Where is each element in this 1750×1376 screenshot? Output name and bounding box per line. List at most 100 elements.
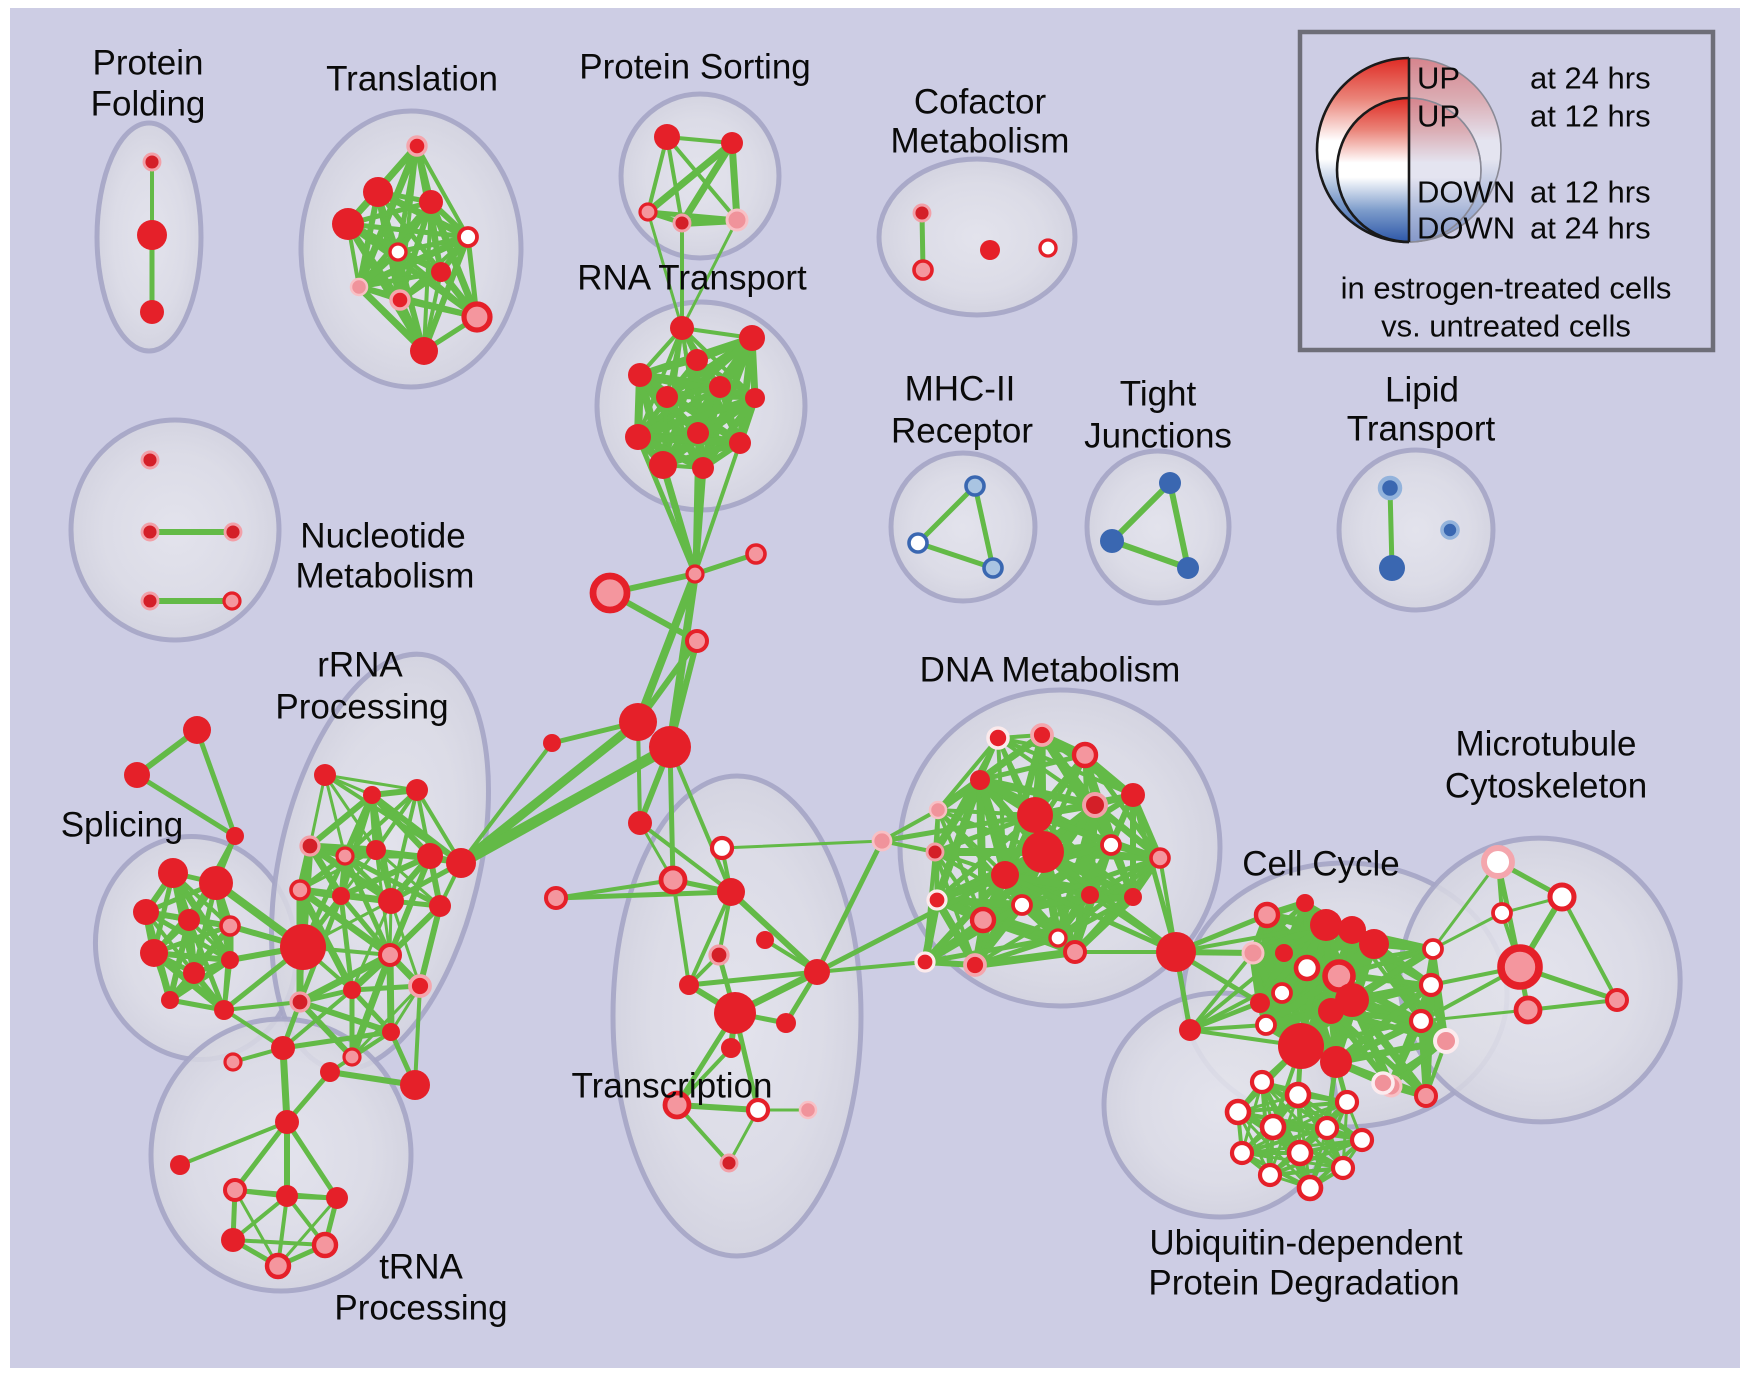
edge	[635, 434, 698, 577]
node-cc20-white-redring	[1418, 972, 1444, 998]
node-tj2-blue	[1100, 529, 1124, 553]
node-dn15-pink-redring	[969, 906, 997, 934]
node-t1-red-pinkring	[406, 135, 428, 157]
node-ov2-red	[271, 1036, 295, 1060]
edge	[1188, 1023, 1268, 1032]
node-cc19-white-redring	[1422, 938, 1444, 960]
node-tn6-red	[221, 1228, 245, 1252]
edge	[638, 821, 733, 894]
edge	[456, 717, 643, 868]
node-cc13-red	[1359, 929, 1389, 959]
node-ub7-white-redring	[1229, 1140, 1255, 1166]
cluster-protein-folding-label: Folding	[91, 85, 206, 124]
edge	[298, 848, 378, 892]
cluster-rrna-processing-label: Processing	[275, 688, 448, 727]
edge	[636, 371, 707, 472]
edge	[1332, 981, 1435, 1066]
edge	[915, 483, 978, 546]
legend-time-label: at 24 hrs	[1530, 61, 1651, 96]
node-ub8-white-redring	[1286, 1139, 1314, 1167]
node-ps1-red	[654, 124, 680, 150]
node-t11-red	[410, 337, 438, 365]
edge	[880, 808, 940, 843]
edge	[644, 139, 736, 216]
edge	[915, 540, 996, 571]
node-lt1-blue-lightring	[1377, 475, 1403, 501]
cluster-splicing-label: Splicing	[61, 806, 184, 845]
node-ps3-pink-redring	[638, 202, 658, 222]
node-cc11-red	[1310, 909, 1342, 941]
edge	[342, 853, 393, 958]
node-cc12-red	[1338, 916, 1366, 944]
node-pf1-dark-pinkring	[142, 152, 162, 172]
node-mh3-lightblue-bluering	[982, 557, 1004, 579]
legend: UP at 24 hrs UP at 12 hrs DOWN at 12 hrs DOWN a…	[1297, 29, 1716, 353]
node-dn16-red	[1081, 886, 1099, 904]
node-rr17-dark-pinkring	[289, 991, 311, 1013]
node-rr18-red	[382, 1023, 400, 1041]
node-s3-red	[133, 899, 159, 925]
legend-time-label: at 12 hrs	[1530, 99, 1651, 134]
edge	[232, 1119, 290, 1193]
node-rt3-red	[686, 349, 708, 371]
node-s4-red	[178, 909, 200, 931]
edge	[1018, 893, 1137, 909]
node-rt1-red	[670, 316, 694, 340]
node-dn6-pink	[928, 800, 948, 820]
edge	[671, 878, 691, 987]
node-ub1-white-redring	[1249, 1069, 1275, 1095]
edge	[687, 890, 733, 987]
node-cc24-pink-redring	[1414, 1084, 1438, 1108]
cluster-shapes-layer	[68, 91, 1683, 1294]
node-t3-red	[419, 190, 443, 214]
node-cc6-red	[1275, 944, 1293, 962]
legend-direction-label: DOWN	[1417, 175, 1515, 210]
edge	[297, 999, 394, 1035]
node-t6-white-redring	[388, 242, 408, 262]
cluster-cofactor-metabolism-ellipse	[876, 156, 1078, 318]
edge	[728, 889, 820, 975]
edge	[553, 889, 734, 901]
cluster-lipid-transport-ellipse	[1336, 447, 1496, 613]
node-cc7-white-redring	[1293, 954, 1321, 982]
node-rr1-red	[314, 764, 336, 786]
node-rt5-red	[709, 376, 731, 398]
edge	[342, 853, 443, 909]
edge	[693, 441, 742, 576]
legend-caption: in estrogen-treated cells	[1341, 271, 1672, 306]
node-mt1-white-pinkring	[1481, 845, 1515, 879]
edge	[1019, 855, 1163, 908]
edge	[343, 788, 419, 858]
edge	[634, 433, 744, 447]
edge	[678, 139, 736, 227]
cluster-trna-processing-label: tRNA	[379, 1248, 463, 1287]
node-tx16-dark-pinkring	[719, 1153, 739, 1173]
node-rr5-pink-redring	[335, 846, 355, 866]
node-t7-red	[431, 262, 451, 282]
node-s6-red	[140, 939, 168, 967]
legend-direction-label: DOWN	[1417, 211, 1515, 246]
node-ub6-white-redring	[1314, 1115, 1340, 1141]
node-tx4-pink-redring	[544, 886, 568, 910]
edge	[1431, 911, 1504, 951]
edge	[686, 969, 820, 988]
node-mt4-pink-redring	[1497, 944, 1543, 990]
node-cc22-pink-whitering	[1433, 1028, 1459, 1054]
cluster-protein-sorting-label: Protein Sorting	[579, 48, 811, 87]
cluster-cofactor-metabolism-label: Metabolism	[891, 122, 1070, 161]
node-cc10-white-redring	[1255, 1014, 1277, 1036]
edge	[971, 901, 1026, 969]
edge	[665, 135, 684, 225]
edge	[276, 1196, 339, 1268]
node-s7-red	[183, 962, 205, 984]
node-dn17-white-redring	[1011, 894, 1033, 916]
node-tj1-blue	[1159, 472, 1181, 494]
node-rt12-red	[692, 457, 714, 479]
node-cf4-white-redring	[1038, 238, 1058, 258]
legend-time-label: at 12 hrs	[1530, 175, 1651, 210]
edge	[387, 853, 433, 958]
node-ub5-white-redring	[1259, 1113, 1287, 1141]
node-dn10-white-redring	[1100, 834, 1122, 856]
edge	[328, 1030, 393, 1074]
cluster-transcription-label: Transcription	[572, 1067, 773, 1106]
